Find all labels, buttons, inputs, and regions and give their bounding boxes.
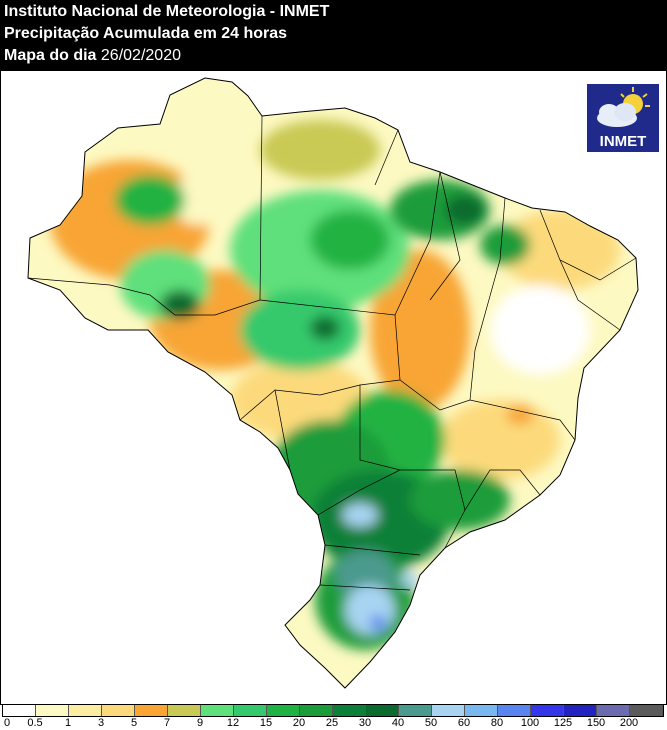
legend-tick-label: 25 (325, 717, 339, 729)
inmet-logo: INMET (586, 83, 660, 153)
legend-swatch (531, 705, 564, 716)
legend-swatch (69, 705, 102, 716)
map-frame (0, 71, 667, 705)
legend-swatch (465, 705, 498, 716)
legend-tick-label: 50 (424, 717, 438, 729)
legend-swatch (300, 705, 333, 716)
legend-tick-label: 9 (196, 717, 204, 729)
legend-swatch (564, 705, 597, 716)
institution-title: Instituto Nacional de Meteorologia - INM… (4, 3, 330, 20)
legend-tick-label: 30 (358, 717, 372, 729)
precipitation-map (27, 77, 639, 689)
legend-tick-label: 200 (619, 717, 639, 729)
legend-tick-label: 150 (586, 717, 606, 729)
legend-swatch (498, 705, 531, 716)
legend-swatch (267, 705, 300, 716)
legend-tick-label: 60 (457, 717, 471, 729)
legend-tick-label: 15 (259, 717, 273, 729)
legend-swatch (399, 705, 432, 716)
legend-tick-label: 0 (4, 717, 11, 729)
legend-swatch (3, 705, 36, 716)
legend-tick-label: 100 (520, 717, 540, 729)
legend-swatch (630, 705, 663, 716)
state-borders (27, 77, 639, 689)
map-header: Instituto Nacional de Meteorologia - INM… (0, 0, 667, 71)
legend-swatch (432, 705, 465, 716)
legend-tick-label: 1 (64, 717, 72, 729)
legend-swatch (135, 705, 168, 716)
legend-tick-label: 7 (163, 717, 171, 729)
map-date-label: Mapa do dia (4, 47, 97, 64)
inmet-logo-text: INMET (599, 133, 647, 150)
legend-tick-label: 80 (490, 717, 504, 729)
sun-cloud-icon (597, 87, 650, 127)
legend-color-bar (2, 704, 664, 717)
legend-swatch (366, 705, 399, 716)
legend-swatch (333, 705, 366, 716)
legend-swatch (36, 705, 69, 716)
legend-tick-label: 3 (97, 717, 105, 729)
legend-tick-label: 40 (391, 717, 405, 729)
legend-swatch (234, 705, 267, 716)
legend-swatch (102, 705, 135, 716)
map-title: Precipitação Acumulada em 24 horas (4, 25, 288, 42)
legend-tick-label: 12 (226, 717, 240, 729)
legend-swatch (597, 705, 630, 716)
legend-tick-label: 0.5 (27, 717, 43, 729)
legend-swatch (201, 705, 234, 716)
legend-tick-label: 125 (553, 717, 573, 729)
legend-swatch (168, 705, 201, 716)
map-date-line: Mapa do dia 26/02/2020 (4, 47, 181, 65)
legend-tick-label: 20 (292, 717, 306, 729)
legend-tick-label: 5 (130, 717, 138, 729)
precipitation-legend: 0 0.5 1 3 5 7 9 12 15 20 25 30 40 50 60 80 100 125 150 200 (0, 704, 667, 730)
map-date: 26/02/2020 (100, 47, 181, 64)
